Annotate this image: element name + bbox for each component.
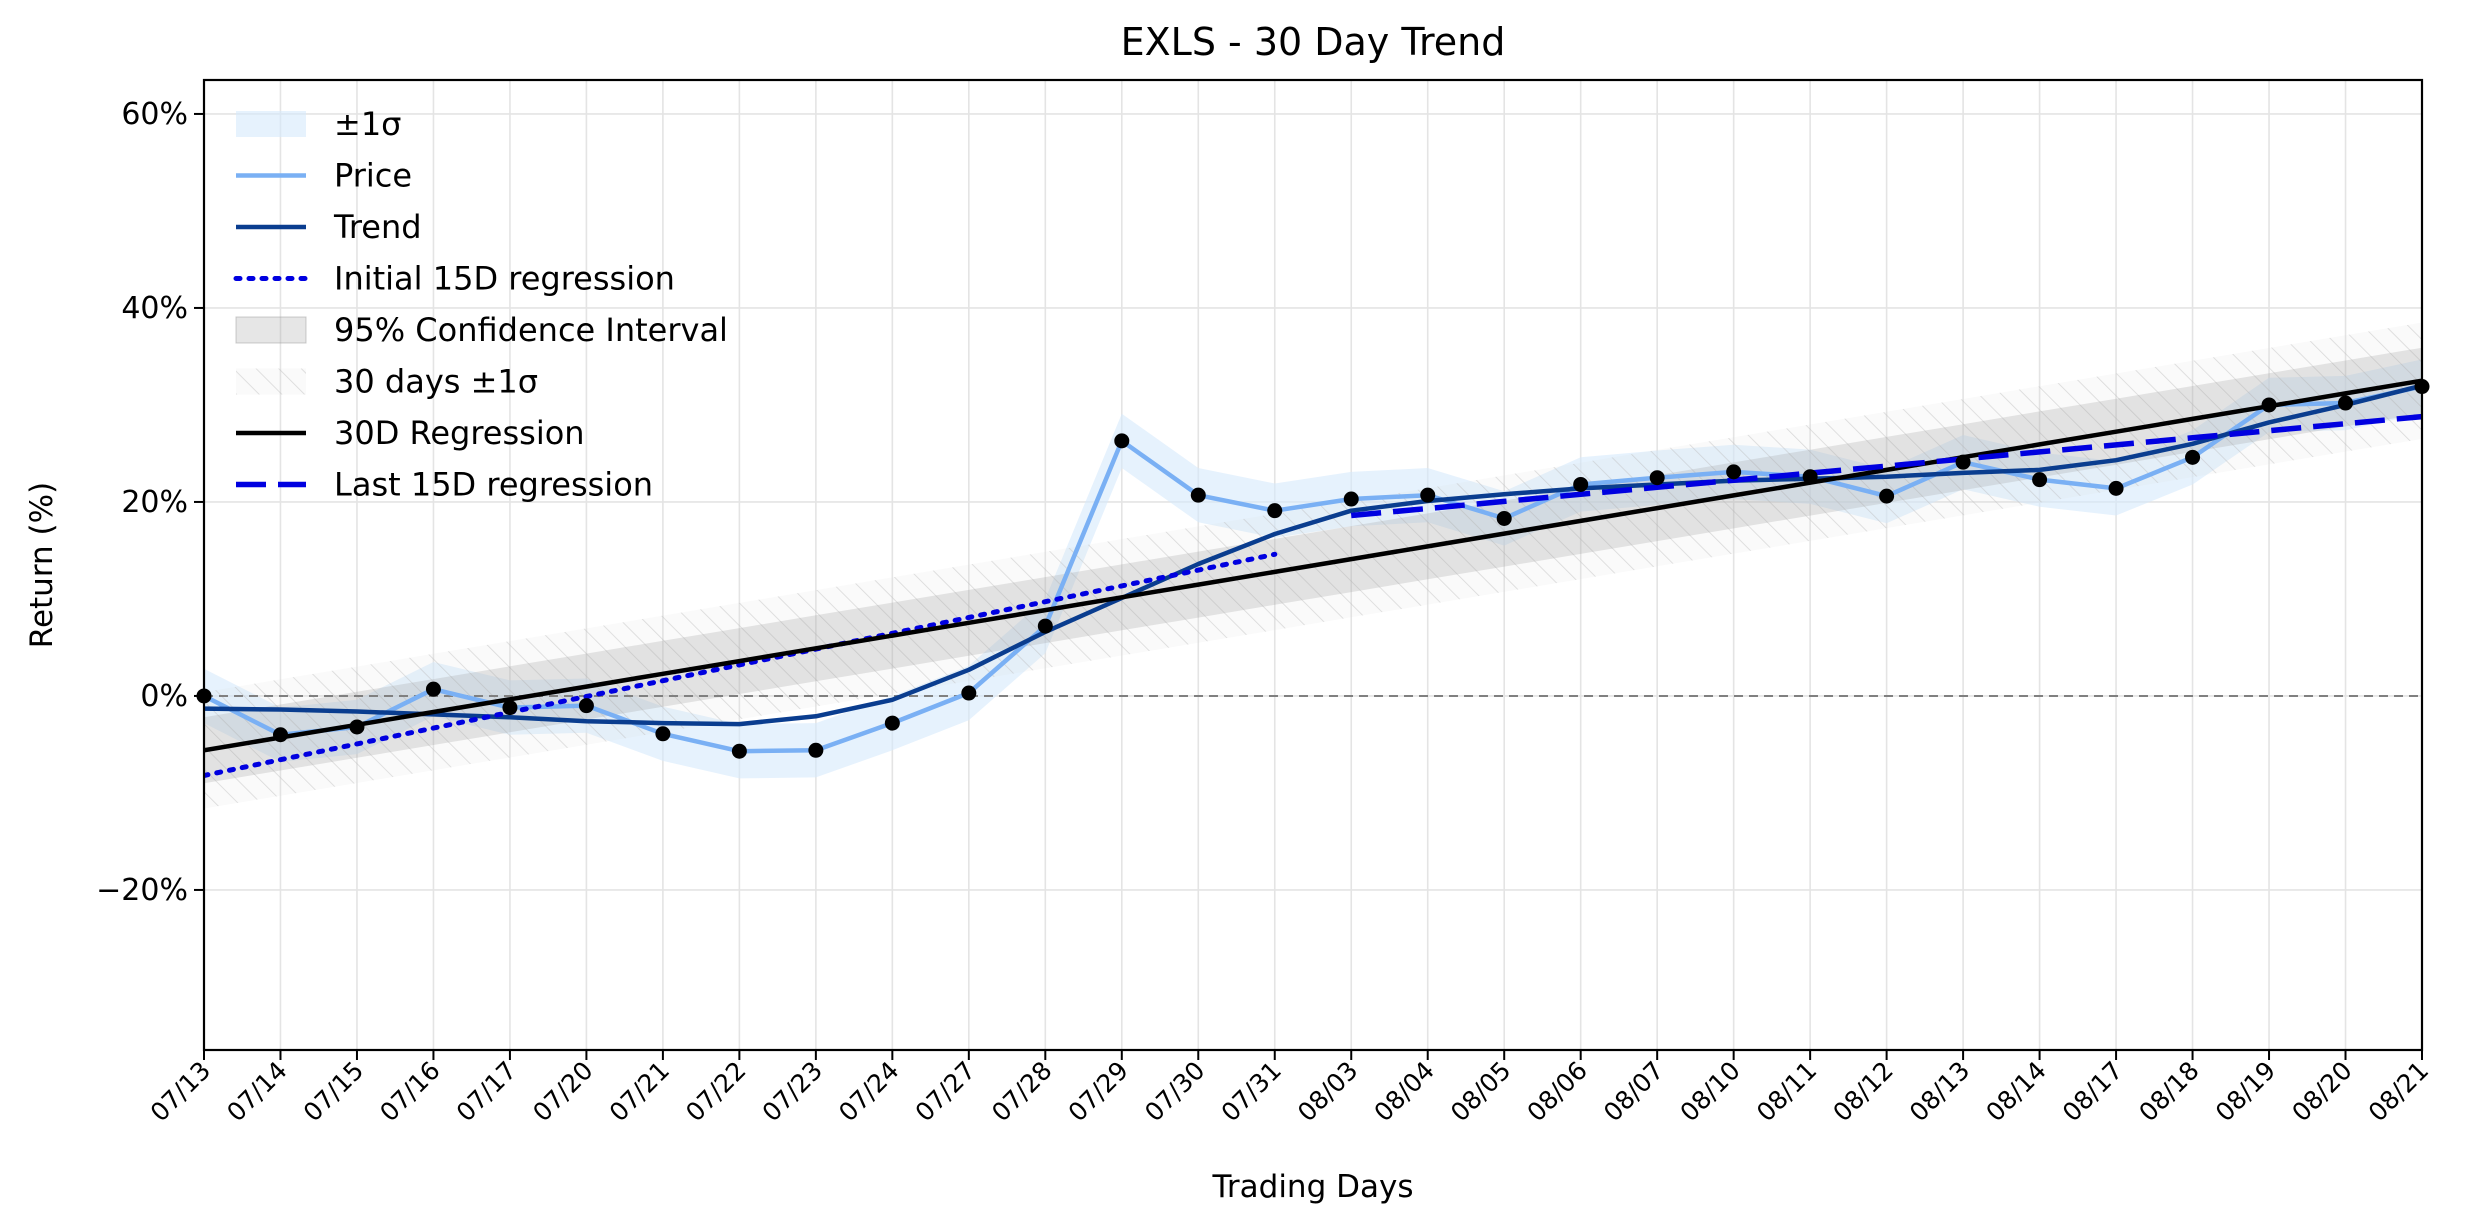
price-point — [1879, 488, 1895, 504]
x-tick-label: 08/11 — [1751, 1056, 1822, 1127]
price-point — [2108, 480, 2124, 496]
x-tick-label: 08/03 — [1292, 1056, 1363, 1127]
series-lines — [204, 378, 2422, 778]
x-tick-label: 08/06 — [1521, 1056, 1592, 1127]
price-point — [961, 685, 977, 701]
x-tick-label: 08/17 — [2057, 1056, 2128, 1127]
legend-label: 95% Confidence Interval — [334, 311, 728, 349]
price-point — [1420, 487, 1436, 503]
price-point — [502, 700, 518, 716]
legend: ±1σ Price Trend Initial 15D regression 95% C… — [233, 105, 728, 504]
price-point — [1649, 470, 1665, 486]
price-point — [731, 743, 747, 759]
y-tick-label: 20% — [121, 485, 188, 520]
legend-label: Trend — [333, 208, 422, 246]
series-line-trend — [204, 383, 2422, 727]
price-point — [272, 727, 288, 743]
legend-label: Last 15D regression — [334, 466, 653, 504]
legend-swatch — [236, 111, 306, 137]
x-tick-label: 08/10 — [1674, 1056, 1745, 1127]
y-tick-label: 0% — [140, 679, 188, 714]
x-tick-label: 08/12 — [1827, 1056, 1898, 1127]
x-axis-label: Trading Days — [1212, 1169, 1414, 1205]
legend-label: ±1σ — [334, 105, 401, 143]
price-point — [1802, 469, 1818, 485]
price-point — [1726, 464, 1742, 480]
legend-label: Price — [334, 157, 412, 195]
price-point — [1190, 487, 1206, 503]
series-line-initial-15d-regression — [204, 551, 1278, 778]
x-tick-label: 07/22 — [680, 1056, 751, 1127]
x-tick-label: 07/28 — [986, 1056, 1057, 1127]
price-point — [1955, 454, 1971, 470]
price-point — [425, 681, 441, 697]
price-point — [2185, 449, 2201, 465]
x-tick-label: 07/31 — [1216, 1056, 1287, 1127]
series-line-30d-regression — [204, 378, 2422, 753]
legend-swatch — [236, 368, 306, 395]
x-tick-label: 07/14 — [221, 1056, 292, 1127]
price-point — [1114, 433, 1130, 449]
legend-swatch — [235, 316, 307, 344]
y-tick-label: −20% — [96, 873, 188, 908]
y-axis-ticks: −20% 0% 20% 40% 60% — [96, 97, 204, 908]
x-tick-label: 08/21 — [2363, 1056, 2434, 1127]
x-tick-label: 07/27 — [910, 1056, 981, 1127]
x-tick-label: 08/05 — [1445, 1056, 1516, 1127]
chart-title: EXLS - 30 Day Trend — [1121, 20, 1506, 64]
price-point — [655, 726, 671, 742]
x-tick-label: 08/07 — [1598, 1056, 1669, 1127]
x-tick-label: 07/17 — [451, 1056, 522, 1127]
price-point — [2338, 395, 2354, 411]
x-tick-label: 08/04 — [1369, 1056, 1440, 1127]
y-tick-label: 60% — [121, 97, 188, 132]
price-point — [1573, 476, 1589, 492]
x-tick-label: 08/20 — [2286, 1056, 2357, 1127]
x-tick-label: 07/24 — [833, 1056, 904, 1127]
x-tick-label: 07/29 — [1063, 1056, 1134, 1127]
x-tick-label: 08/19 — [2210, 1056, 2281, 1127]
x-tick-label: 07/13 — [145, 1056, 216, 1127]
price-point — [884, 715, 900, 731]
y-axis-label: Return (%) — [24, 482, 60, 648]
price-point — [2261, 397, 2277, 413]
x-tick-label: 08/13 — [1904, 1056, 1975, 1127]
x-tick-label: 07/16 — [374, 1056, 445, 1127]
series-line-last-15d-regression — [1350, 413, 2422, 519]
x-tick-label: 07/23 — [757, 1056, 828, 1127]
series-line-price — [204, 384, 2422, 754]
price-points — [196, 379, 2430, 759]
price-point — [349, 719, 365, 735]
x-tick-label: 07/20 — [527, 1056, 598, 1127]
legend-label: 30 days ±1σ — [334, 363, 538, 401]
x-tick-label: 08/18 — [2133, 1056, 2204, 1127]
x-tick-label: 07/30 — [1139, 1056, 1210, 1127]
legend-label: 30D Regression — [334, 414, 585, 452]
x-tick-label: 08/14 — [1980, 1056, 2051, 1127]
price-point — [2032, 472, 2048, 488]
price-point — [578, 698, 594, 714]
y-tick-label: 40% — [121, 291, 188, 326]
price-point — [1496, 510, 1512, 526]
price-point — [1037, 618, 1053, 634]
price-point — [1267, 503, 1283, 519]
x-tick-label: 07/21 — [604, 1056, 675, 1127]
plot-frame — [202, 78, 2424, 1052]
price-point — [1343, 491, 1359, 507]
x-axis-ticks: 07/13 07/14 07/15 07/16 07/17 07/20 07/21 07/22… — [145, 1050, 2434, 1127]
price-point — [808, 742, 824, 758]
legend-label: Initial 15D regression — [334, 260, 675, 298]
x-tick-label: 07/15 — [298, 1056, 369, 1127]
